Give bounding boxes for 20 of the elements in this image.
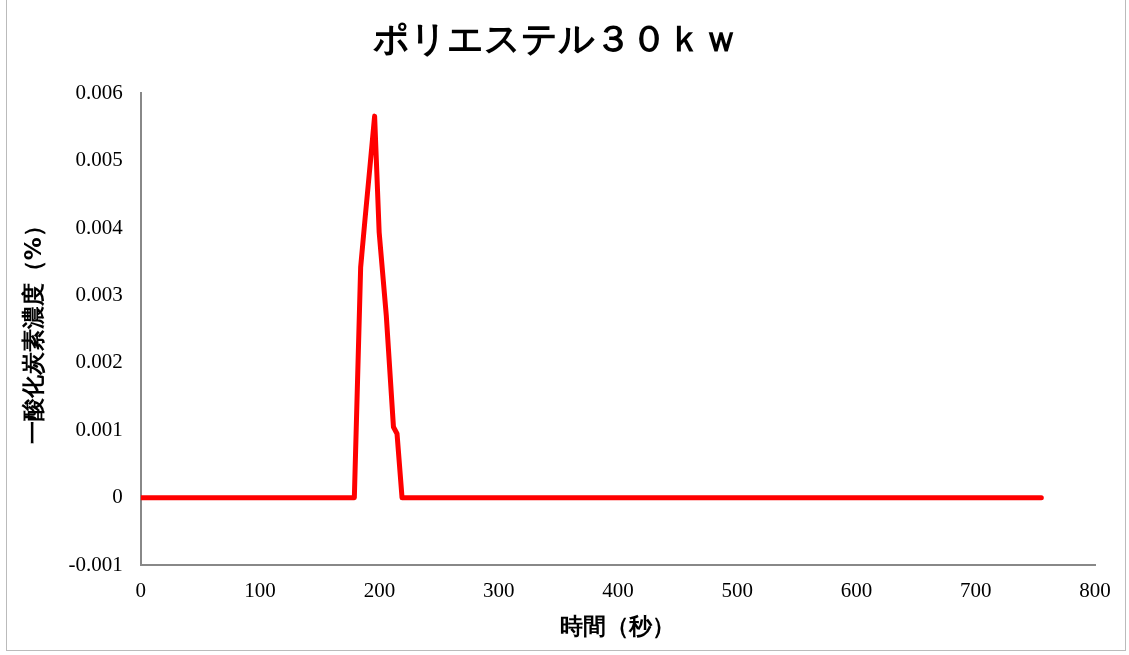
y-tick-label: 0.004 (75, 214, 124, 239)
chart-title: ポリエステル３０ｋｗ (373, 17, 739, 59)
x-tick-label: 800 (1079, 578, 1111, 603)
y-axis-title: 一酸化炭素濃度（%） (19, 214, 46, 445)
x-tick-label: 700 (959, 578, 992, 603)
y-tick-label: 0.006 (75, 79, 123, 104)
y-tick-label: 0.005 (75, 147, 123, 172)
y-tick-label: 0.002 (75, 349, 123, 374)
x-tick-label: 500 (721, 578, 753, 603)
y-tick-label: 0.003 (75, 282, 123, 306)
x-tick-label: 600 (840, 578, 873, 603)
y-tick-label: 0.001 (75, 416, 123, 441)
x-tick-label: 400 (602, 578, 634, 603)
x-tick-label: 300 (482, 578, 515, 603)
x-tick-label: 0 (135, 578, 147, 603)
x-tick-label: 200 (363, 578, 396, 603)
x-tick-label: 100 (244, 578, 276, 603)
y-tick-label: 0 (112, 484, 123, 509)
x-axis-title: 時間（秒） (560, 613, 676, 640)
y-tick-label: -0.001 (68, 551, 123, 576)
